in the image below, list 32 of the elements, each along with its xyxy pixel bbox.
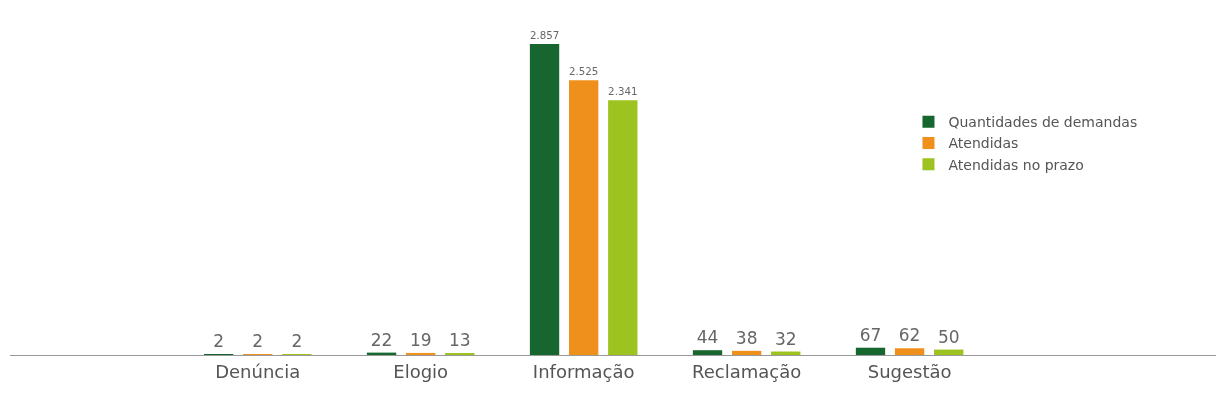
x-tick-label: Informação <box>532 360 635 382</box>
data-label: 50 <box>937 326 960 347</box>
data-label: 32 <box>774 328 797 349</box>
x-tick-label: Denúncia <box>215 360 301 382</box>
x-tick-label: Sugestão <box>867 360 952 382</box>
data-label: 2 <box>213 331 225 351</box>
data-label: 2.857 <box>529 28 560 41</box>
data-label: 22 <box>370 329 393 350</box>
data-label: 2 <box>291 331 303 351</box>
data-label: 67 <box>859 324 882 345</box>
data-label: 2 <box>252 331 264 351</box>
legend-label: Atendidas no prazo <box>948 156 1084 173</box>
x-tick-label: Elogio <box>393 360 449 382</box>
bar <box>529 44 560 355</box>
bar <box>731 350 762 355</box>
bar <box>608 100 638 355</box>
bar <box>692 350 723 355</box>
bar <box>894 348 925 355</box>
data-label: 13 <box>448 330 471 350</box>
legend-label: Atendidas <box>948 135 1019 152</box>
data-label: 19 <box>409 329 432 350</box>
data-label: 2.525 <box>569 64 599 77</box>
bar <box>569 80 599 355</box>
data-label: 62 <box>898 325 921 346</box>
x-tick-label: Reclamação <box>692 360 802 382</box>
data-label: 44 <box>696 327 719 348</box>
bar <box>855 347 886 355</box>
data-label: 38 <box>735 327 758 348</box>
legend-label: Quantidades de demandas <box>948 114 1138 131</box>
bar <box>406 352 436 355</box>
bar <box>934 349 964 355</box>
data-label: 2.341 <box>608 84 638 97</box>
